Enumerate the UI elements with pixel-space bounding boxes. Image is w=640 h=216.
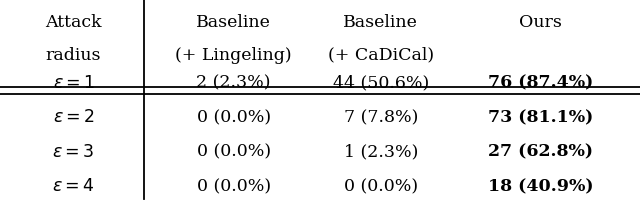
Text: 7 (7.8%): 7 (7.8%): [344, 109, 418, 126]
Text: Ours: Ours: [520, 14, 562, 31]
Text: 0 (0.0%): 0 (0.0%): [196, 144, 271, 161]
Text: Baseline: Baseline: [344, 14, 418, 31]
Text: 27 (62.8%): 27 (62.8%): [488, 144, 593, 161]
Text: 76 (87.4%): 76 (87.4%): [488, 75, 593, 92]
Text: $\varepsilon = 4$: $\varepsilon = 4$: [52, 178, 95, 195]
Text: $\varepsilon = 2$: $\varepsilon = 2$: [52, 109, 95, 126]
Text: $\varepsilon = 1$: $\varepsilon = 1$: [52, 75, 95, 92]
Text: 18 (40.9%): 18 (40.9%): [488, 178, 593, 195]
Text: 44 (50.6%): 44 (50.6%): [333, 75, 429, 92]
Text: Attack: Attack: [45, 14, 102, 31]
Text: $\varepsilon = 3$: $\varepsilon = 3$: [52, 144, 95, 161]
Text: 0 (0.0%): 0 (0.0%): [196, 178, 271, 195]
Text: (+ CaDiCal): (+ CaDiCal): [328, 47, 434, 64]
Text: 73 (81.1%): 73 (81.1%): [488, 109, 593, 126]
Text: Baseline: Baseline: [196, 14, 271, 31]
Text: radius: radius: [46, 47, 101, 64]
Text: 0 (0.0%): 0 (0.0%): [196, 109, 271, 126]
Text: 2 (2.3%): 2 (2.3%): [196, 75, 271, 92]
Text: (+ Lingeling): (+ Lingeling): [175, 47, 292, 64]
Text: 0 (0.0%): 0 (0.0%): [344, 178, 418, 195]
Text: 1 (2.3%): 1 (2.3%): [344, 144, 418, 161]
